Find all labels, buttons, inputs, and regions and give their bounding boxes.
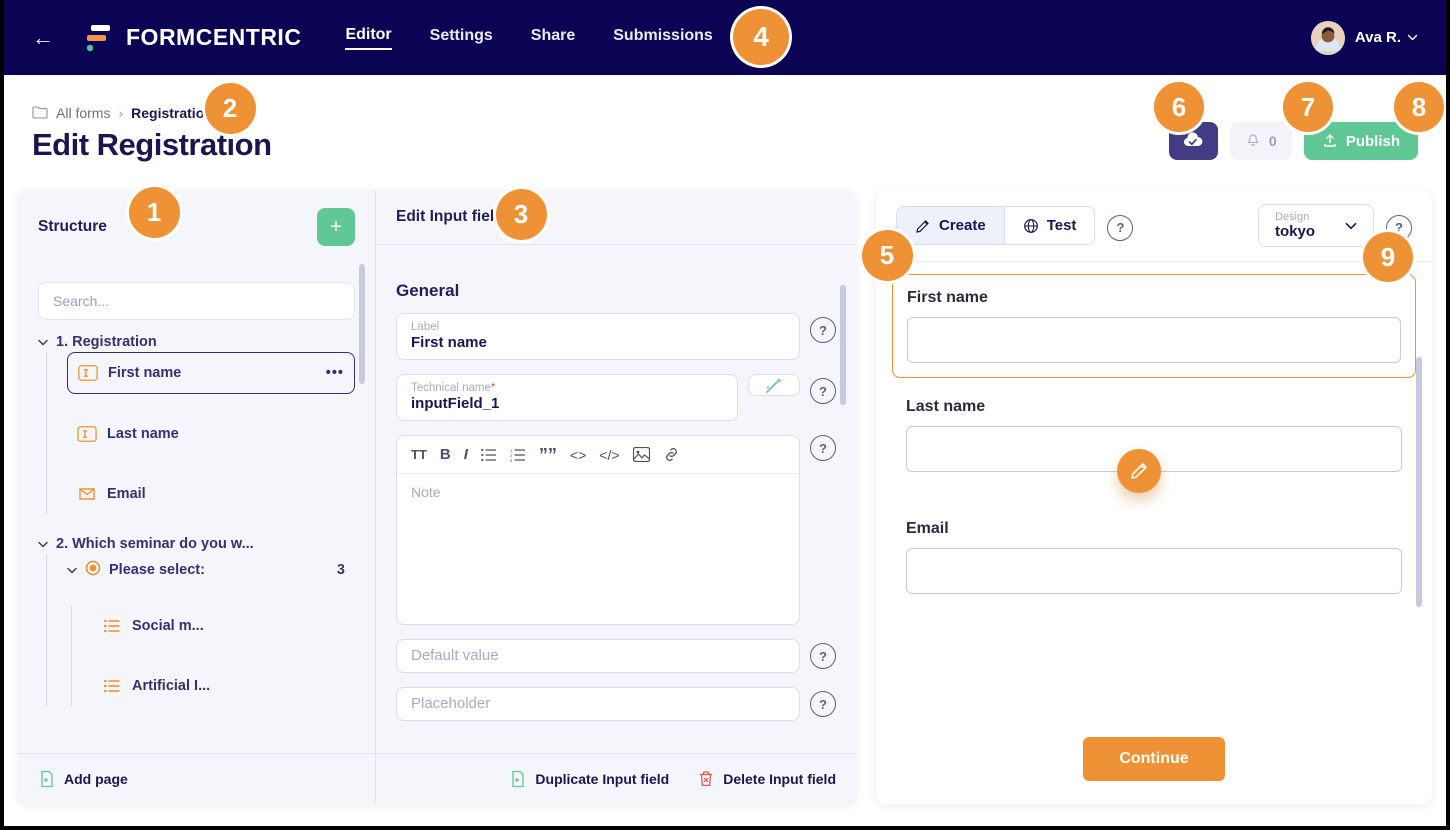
svg-text:3: 3 [510,458,513,462]
